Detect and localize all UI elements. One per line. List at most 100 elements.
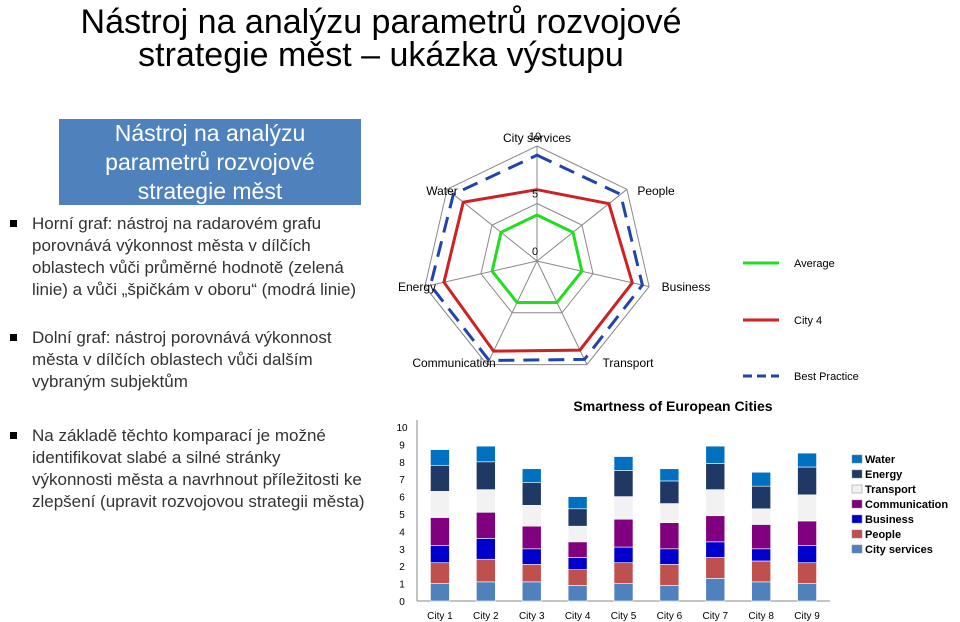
bar-segment	[797, 520, 817, 546]
bar-segment	[797, 494, 817, 522]
bar-y-tick-label: 1	[399, 580, 405, 591]
bar-legend-swatch	[851, 484, 863, 494]
bar-segment	[521, 505, 542, 527]
bar-x-tick-label: City 2	[473, 611, 499, 622]
bar-legend-label: City services	[865, 544, 933, 556]
bar-segment	[705, 578, 726, 602]
radar-legend-label: Average	[794, 258, 835, 270]
bar-segment	[751, 471, 771, 487]
radar-axis-label: Energy	[398, 280, 436, 294]
bar-x-tick-label: City 1	[427, 611, 453, 622]
bar-legend-swatch	[851, 499, 863, 509]
radar-spoke	[486, 260, 538, 365]
bullet-icon	[10, 334, 17, 341]
bar-segment	[751, 581, 771, 602]
bar-segment	[659, 468, 680, 482]
bar-segment	[521, 468, 542, 483]
bar-segment	[430, 491, 450, 518]
bullet-text: Na základě těchto komparací je možné ide…	[32, 426, 365, 511]
radar-mid-grid	[480, 202, 594, 314]
radar-tick-label: 10	[529, 131, 541, 143]
title-line2: strategie měst – ukázka výstupu	[138, 36, 624, 74]
bar-legend-swatch	[851, 469, 863, 479]
bar-legend-label: Energy	[865, 469, 903, 481]
bullet-text: Horní graf: nástroj na radarovém grafu p…	[32, 214, 357, 299]
radar-outer-grid	[424, 145, 650, 366]
bar-segment	[613, 496, 634, 520]
bar-segment	[751, 485, 771, 510]
bar-segment	[476, 445, 496, 463]
bar-segment	[476, 581, 496, 602]
bar-segment	[797, 545, 817, 564]
bar-segment	[430, 517, 450, 546]
bar-legend-label: Communication	[865, 499, 948, 511]
bar-y-tick-label: 10	[396, 423, 408, 434]
radar-spoke	[446, 188, 538, 262]
bar-segment	[659, 503, 680, 523]
bar-segment	[613, 456, 634, 471]
bar-segment	[521, 581, 542, 602]
bar-segment	[567, 496, 588, 510]
bar-segment	[659, 548, 680, 565]
bar-segment	[567, 541, 588, 558]
bar-x-tick-label: City 9	[794, 611, 820, 622]
bar-x-tick-label: City 4	[565, 611, 591, 622]
bar-segment	[476, 489, 496, 513]
box-line1: Nástroj na analýzu	[114, 120, 306, 146]
bar-legend-label: Business	[865, 514, 914, 526]
bar-segment	[659, 522, 680, 550]
bar-segment	[521, 525, 542, 550]
box-line3: strategie měst	[137, 178, 283, 204]
radar-axis-label: Water	[426, 184, 458, 198]
bar-segment	[705, 557, 726, 579]
bar-x-tick-label: City 3	[519, 611, 545, 622]
radar-axis-label: City services	[503, 131, 571, 145]
bar-segment	[430, 583, 450, 602]
bar-segment	[705, 541, 726, 558]
box-line2: parametrů rozvojové	[105, 149, 315, 175]
bar-segment	[476, 558, 496, 583]
bullet-item: Na základě těchto komparací je možné ide…	[10, 425, 365, 513]
bar-segment	[613, 583, 634, 602]
bar-legend-swatch	[851, 454, 863, 464]
bar-segment	[430, 449, 450, 466]
bar-segment	[751, 508, 771, 525]
bar-legend-swatch	[851, 529, 863, 539]
bar-legend-label: People	[865, 529, 901, 541]
bar-legend-swatch	[851, 544, 863, 554]
bar-segment	[705, 463, 726, 490]
bar-segment	[613, 470, 634, 497]
bar-segment	[476, 511, 496, 539]
bar-segment	[567, 557, 588, 570]
bar-segment	[430, 464, 450, 492]
bar-segment	[659, 564, 680, 586]
bar-y-tick-label: 3	[399, 545, 405, 556]
bar-segment	[659, 480, 680, 504]
radar-chart: 10 5 0 City services People Business Transport…	[398, 131, 859, 383]
bar-chart-title: Smartness of European Cities	[573, 398, 772, 414]
bar-segment	[521, 482, 542, 506]
bar-y-tick-label: 9	[399, 440, 405, 451]
bar-segment	[705, 489, 726, 517]
bar-segment	[567, 585, 588, 602]
bullet-item: Horní graf: nástroj na radarovém grafu p…	[10, 213, 365, 301]
bullet-item: Dolní graf: nástroj porovnává výkonnost …	[10, 327, 365, 393]
bar-segment	[430, 562, 450, 584]
section-header-box: Nástroj na analýzu parametrů rozvojové s…	[59, 119, 361, 205]
bullet-icon	[10, 432, 17, 439]
bar-segment	[430, 545, 450, 564]
bar-segment	[751, 548, 771, 562]
radar-series-line	[428, 153, 645, 362]
bar-segment	[613, 518, 634, 548]
bar-segment	[797, 452, 817, 468]
bar-segment	[613, 546, 634, 564]
bar-legend-label: Water	[865, 454, 896, 466]
bar-x-tick-label: City 8	[748, 611, 774, 622]
bar-legend-swatch	[851, 514, 863, 524]
bar-segment	[797, 466, 817, 496]
bar-x-tick-label: City 5	[611, 611, 637, 622]
bar-segment	[705, 515, 726, 543]
bullet-icon	[10, 220, 17, 227]
bar-y-tick-label: 5	[399, 510, 405, 521]
bar-segment	[567, 508, 588, 527]
